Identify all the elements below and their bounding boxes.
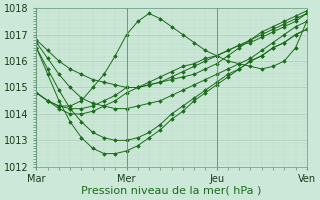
X-axis label: Pression niveau de la mer( hPa ): Pression niveau de la mer( hPa )	[81, 186, 262, 196]
